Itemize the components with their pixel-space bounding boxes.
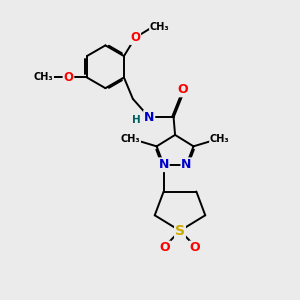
- Text: CH₃: CH₃: [121, 134, 140, 144]
- Text: O: O: [64, 71, 74, 84]
- Text: O: O: [130, 31, 140, 44]
- Text: N: N: [158, 158, 169, 171]
- Text: CH₃: CH₃: [210, 134, 230, 144]
- Text: CH₃: CH₃: [34, 73, 53, 82]
- Text: O: O: [177, 83, 188, 97]
- Text: O: O: [190, 242, 200, 254]
- Text: N: N: [181, 158, 192, 171]
- Text: S: S: [175, 224, 185, 238]
- Text: CH₃: CH₃: [150, 22, 169, 32]
- Text: O: O: [160, 242, 170, 254]
- Text: H: H: [132, 115, 141, 125]
- Text: N: N: [144, 111, 154, 124]
